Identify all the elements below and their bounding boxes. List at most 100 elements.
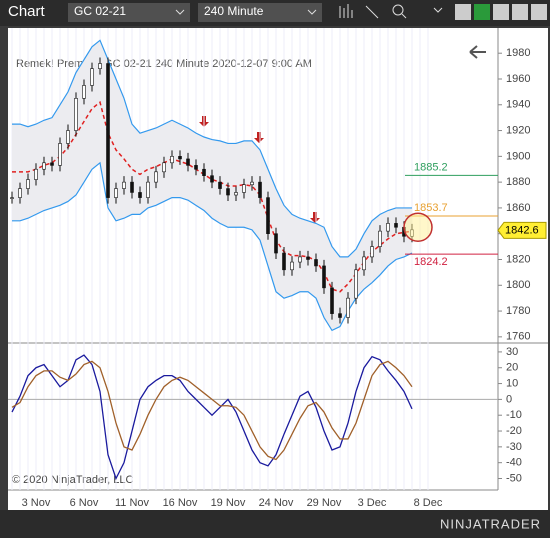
tool-icons[interactable] [339, 4, 443, 19]
color-btn[interactable] [455, 4, 471, 20]
candle [394, 223, 398, 228]
x-tick-label: 11 Nov [115, 497, 150, 509]
candle [170, 156, 174, 164]
back-arrow[interactable] [469, 45, 486, 59]
candle [162, 162, 166, 173]
candle [194, 165, 198, 170]
candle [266, 197, 270, 235]
candle [306, 256, 310, 260]
candle [234, 192, 238, 196]
candle [330, 287, 334, 314]
candle [274, 233, 278, 254]
candle [10, 197, 14, 199]
instrument[interactable]: GC 02-21 [74, 4, 126, 18]
band-line [12, 161, 413, 332]
footer [0, 510, 550, 538]
x-tick-label: 29 Nov [307, 497, 342, 509]
candle [138, 192, 142, 198]
y-tick-label: 1880 [506, 176, 530, 188]
candle [386, 223, 390, 232]
y-tick-label: 1860 [506, 202, 530, 214]
candle [250, 181, 254, 186]
y-tick-label: 1900 [506, 150, 530, 162]
window-btn[interactable] [531, 4, 547, 20]
y-tick-label: 1800 [506, 279, 530, 291]
candle [370, 246, 374, 258]
candle [258, 181, 262, 198]
candle [58, 143, 62, 166]
osc-tick-label: 0 [506, 393, 512, 405]
band-line [12, 39, 412, 258]
candle [114, 188, 118, 198]
candle [74, 98, 78, 131]
candle [26, 179, 30, 189]
candle [290, 261, 294, 271]
candle [218, 181, 222, 189]
color-btn[interactable] [474, 4, 490, 20]
candle [378, 230, 382, 247]
dropdown[interactable] [307, 9, 317, 15]
dropdown[interactable] [175, 9, 185, 15]
window-btn[interactable] [493, 4, 509, 20]
x-tick-label: 8 Dec [414, 497, 443, 509]
level-label: 1885.2 [414, 161, 448, 173]
y-tick-label: 1820 [506, 253, 530, 265]
candle [154, 171, 158, 183]
candle [82, 85, 86, 99]
candle [322, 265, 326, 289]
level-label: 1824.2 [414, 256, 448, 268]
x-tick-label: 3 Nov [22, 497, 51, 509]
candle [298, 256, 302, 263]
x-tick-label: 24 Nov [259, 497, 294, 509]
tab[interactable]: Chart [8, 3, 46, 20]
osc-line [11, 360, 413, 461]
candle [130, 181, 134, 193]
candle [202, 168, 206, 176]
candle [314, 259, 318, 267]
level-label: 1853.7 [414, 202, 448, 214]
osc-line [11, 354, 413, 481]
candle [122, 181, 126, 189]
candle [106, 63, 110, 198]
candle [98, 63, 102, 69]
candle [18, 188, 22, 198]
interval[interactable]: 240 Minute [204, 4, 264, 18]
osc-tick-label: -40 [506, 457, 522, 469]
x-tick-label: 6 Nov [70, 497, 99, 509]
interval-box[interactable] [198, 3, 322, 22]
price-tag [497, 221, 547, 239]
brand: NINJATRADER [440, 516, 541, 531]
osc-tick-label: 20 [506, 362, 518, 374]
osc-tick-label: 10 [506, 377, 518, 389]
candle [178, 156, 182, 160]
y-tick-label: 1940 [506, 99, 530, 111]
candle [42, 162, 46, 170]
x-tick-label: 16 Nov [163, 497, 198, 509]
window-btn[interactable] [512, 4, 528, 20]
osc-tick-label: 30 [506, 346, 518, 358]
candle [50, 162, 54, 166]
band-line [12, 100, 413, 293]
y-tick-label: 1760 [506, 331, 530, 343]
candle [354, 269, 358, 299]
y-tick-label: 1960 [506, 73, 530, 85]
candle [186, 158, 190, 166]
copyright: © 2020 NinjaTrader, LLC [12, 474, 133, 486]
x-tick-label: 19 Nov [211, 497, 246, 509]
price-tag-label: 1842.6 [505, 224, 539, 236]
osc-tick-label: -30 [506, 441, 522, 453]
candle [90, 68, 94, 86]
candle [362, 256, 366, 271]
y-tick-label: 1780 [506, 305, 530, 317]
candle [346, 297, 350, 318]
candle [146, 181, 150, 198]
candle [34, 168, 38, 180]
candle [210, 175, 214, 183]
osc-tick-label: -50 [506, 472, 522, 484]
osc-tick-label: -20 [506, 425, 522, 437]
osc-tick-label: -10 [506, 409, 522, 421]
instrument-box[interactable] [68, 3, 190, 22]
candle [282, 252, 286, 271]
candle [66, 130, 70, 144]
